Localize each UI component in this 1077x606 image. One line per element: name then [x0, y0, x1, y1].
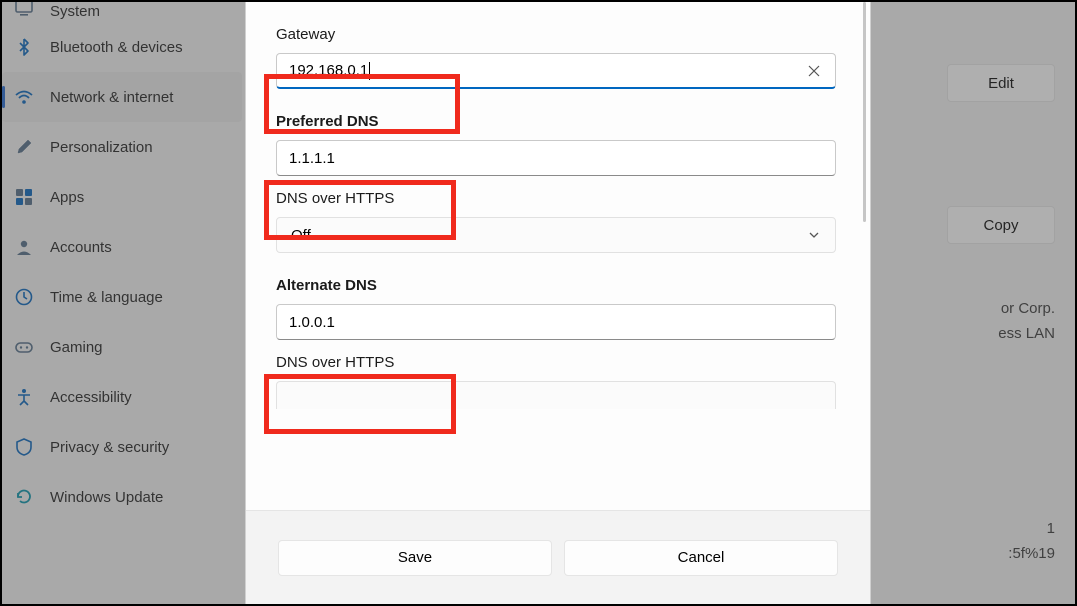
sidebar-item-label: Apps	[50, 189, 84, 206]
gateway-field-block: Gateway 192.168.0.1	[276, 26, 840, 89]
time-icon	[12, 285, 36, 309]
doh1-label: DNS over HTTPS	[276, 190, 840, 207]
doh2-block: DNS over HTTPS	[276, 354, 840, 409]
bluetooth-icon	[12, 35, 36, 59]
sidebar-item-label: Accessibility	[50, 389, 132, 406]
doh1-combobox[interactable]: Off	[276, 217, 836, 253]
sidebar-item-label: Privacy & security	[50, 439, 169, 456]
sidebar-item-label: Accounts	[50, 239, 112, 256]
doh2-label: DNS over HTTPS	[276, 354, 840, 371]
bg-text-5f19: :5f%19	[875, 545, 1055, 562]
alternate-dns-block: Alternate DNS 1.0.0.1	[276, 277, 840, 340]
sidebar-item-label: Gaming	[50, 339, 103, 356]
dialog-body: Gateway 192.168.0.1 Preferred DNS 1.1.1.…	[246, 2, 870, 510]
doh2-combobox-clipped[interactable]	[276, 381, 836, 409]
gaming-icon	[12, 335, 36, 359]
settings-window: System Bluetooth & devices Network & inter…	[0, 0, 1077, 606]
preferred-dns-label: Preferred DNS	[276, 113, 840, 130]
preferred-dns-block: Preferred DNS 1.1.1.1	[276, 113, 840, 176]
paint-icon	[12, 135, 36, 159]
network-icon	[12, 85, 36, 109]
sidebar-item-label: Time & language	[50, 289, 163, 306]
system-icon	[12, 2, 36, 20]
edit-button[interactable]: Edit	[947, 64, 1055, 102]
sidebar-item-network-internet[interactable]: Network & internet	[2, 72, 242, 122]
ip-settings-dialog: Gateway 192.168.0.1 Preferred DNS 1.1.1.…	[245, 2, 871, 604]
preferred-dns-value: 1.1.1.1	[289, 150, 335, 167]
gateway-input[interactable]: 192.168.0.1	[276, 53, 836, 89]
bg-text-lan: ess LAN	[875, 325, 1055, 342]
preferred-dns-input[interactable]: 1.1.1.1	[276, 140, 836, 176]
chevron-down-icon	[807, 228, 821, 242]
doh1-block: DNS over HTTPS Off	[276, 190, 840, 253]
background-right-pane: Edit Copy or Corp. ess LAN 1 :5f%19	[875, 2, 1055, 604]
sidebar-item-windows-update[interactable]: Windows Update	[2, 472, 242, 522]
sidebar-item-privacy-security[interactable]: Privacy & security	[2, 422, 242, 472]
apps-icon	[12, 185, 36, 209]
sidebar-item-accessibility[interactable]: Accessibility	[2, 372, 242, 422]
doh1-value: Off	[291, 227, 311, 244]
alternate-dns-label: Alternate DNS	[276, 277, 840, 294]
sidebar-item-gaming[interactable]: Gaming	[2, 322, 242, 372]
accounts-icon	[12, 235, 36, 259]
privacy-icon	[12, 435, 36, 459]
alternate-dns-value: 1.0.0.1	[289, 314, 335, 331]
a11y-icon	[12, 385, 36, 409]
gateway-value: 192.168.0.1	[289, 62, 368, 79]
sidebar-item-apps[interactable]: Apps	[2, 172, 242, 222]
text-caret	[369, 62, 370, 80]
gateway-label: Gateway	[276, 26, 840, 43]
sidebar-item-system[interactable]: System	[2, 2, 242, 22]
save-button[interactable]: Save	[278, 540, 552, 576]
cancel-button[interactable]: Cancel	[564, 540, 838, 576]
sidebar-item-time-language[interactable]: Time & language	[2, 272, 242, 322]
sidebar-item-label: Windows Update	[50, 489, 163, 506]
sidebar-item-label: Network & internet	[50, 89, 173, 106]
dialog-footer: Save Cancel	[246, 510, 870, 604]
sidebar-item-label: System	[50, 3, 100, 20]
sidebar-item-label: Bluetooth & devices	[50, 39, 183, 56]
clear-input-icon[interactable]	[805, 62, 823, 80]
sidebar-item-personalization[interactable]: Personalization	[2, 122, 242, 172]
sidebar-item-label: Personalization	[50, 139, 153, 156]
dialog-scrollbar[interactable]	[863, 2, 866, 222]
sidebar-item-bluetooth-devices[interactable]: Bluetooth & devices	[2, 22, 242, 72]
bg-text-1: 1	[875, 520, 1055, 537]
settings-sidebar: System Bluetooth & devices Network & inter…	[2, 2, 242, 604]
sidebar-item-accounts[interactable]: Accounts	[2, 222, 242, 272]
bg-text-corp: or Corp.	[875, 300, 1055, 317]
alternate-dns-input[interactable]: 1.0.0.1	[276, 304, 836, 340]
copy-button[interactable]: Copy	[947, 206, 1055, 244]
update-icon	[12, 485, 36, 509]
